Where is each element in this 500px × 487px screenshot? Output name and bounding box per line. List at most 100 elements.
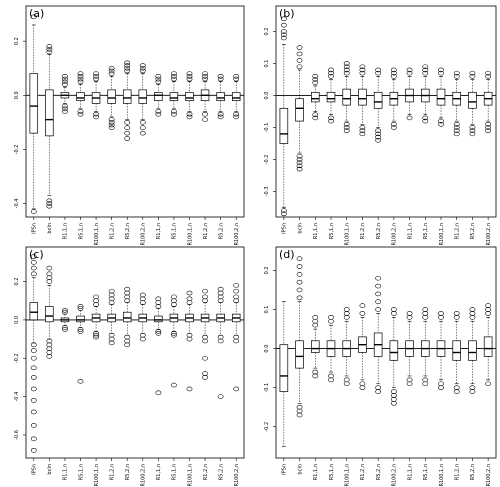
outlier-point: [343, 377, 350, 383]
outlier-point: [30, 375, 37, 380]
box-7: [389, 67, 399, 130]
box-rect: [311, 340, 320, 353]
outlier-point: [312, 322, 319, 328]
outlier-point: [124, 136, 131, 141]
outlier-point: [296, 295, 303, 301]
outlier-point: [343, 125, 350, 130]
category-label: R1,2,n: [109, 223, 115, 239]
box-5: [358, 64, 367, 137]
outlier-point: [438, 311, 444, 316]
outlier-point: [280, 211, 287, 217]
outlier-point: [30, 386, 37, 392]
outlier-point: [93, 294, 99, 300]
y-tick-label: -0.4: [14, 199, 20, 209]
category-label: R100,2,n: [486, 223, 492, 246]
outlier-point: [485, 311, 492, 316]
outlier-point: [469, 74, 476, 79]
box-1: [45, 265, 54, 359]
box-rect: [29, 302, 39, 321]
outlier-point: [46, 354, 53, 359]
category-label: R5,1,n: [78, 464, 84, 480]
category-label: R5,2,n: [470, 223, 476, 239]
category-label: R1,2,n: [203, 464, 209, 480]
box-9: [169, 294, 179, 388]
box-0: [29, 14, 39, 214]
outlier-point: [217, 76, 224, 82]
outlier-point: [312, 77, 319, 82]
outlier-point: [233, 283, 240, 288]
category-label: R100,2,n: [141, 223, 147, 246]
outlier-point: [280, 22, 287, 28]
outlier-point: [30, 342, 37, 348]
outlier-point: [62, 74, 68, 79]
category-label: IPSn: [282, 223, 288, 234]
outlier-point: [469, 125, 476, 130]
box-10: [436, 311, 446, 390]
outlier-point: [217, 298, 224, 304]
outlier-point: [328, 115, 334, 121]
outlier-point: [202, 117, 208, 122]
outlier-point: [186, 296, 193, 302]
category-label: R1,2,n: [109, 464, 115, 480]
box-13: [483, 70, 493, 133]
outlier-point: [233, 111, 240, 117]
y-tick-label: -0.3: [264, 187, 270, 197]
outlier-point: [296, 64, 303, 70]
outlier-point: [77, 306, 84, 311]
box-rect: [154, 315, 163, 323]
box-rect: [436, 88, 446, 106]
outlier-point: [359, 125, 366, 130]
outlier-point: [30, 254, 37, 259]
outlier-point: [453, 121, 460, 127]
outlier-point: [186, 332, 193, 338]
outlier-point: [124, 294, 131, 300]
outlier-point: [406, 311, 413, 316]
panel-label: (c): [29, 248, 44, 261]
outlier-point: [438, 70, 444, 76]
category-label: R1,2,n: [360, 464, 366, 480]
box-4: [342, 307, 351, 387]
box-0: [279, 16, 289, 217]
outlier-point: [30, 14, 37, 20]
outlier-point: [62, 327, 68, 332]
outlier-point: [108, 65, 115, 71]
outlier-point: [93, 302, 99, 307]
outlier-point: [124, 334, 131, 340]
outlier-point: [108, 300, 115, 305]
category-label: R100,2,n: [392, 223, 398, 246]
outlier-point: [453, 74, 460, 79]
box-1: [45, 44, 54, 209]
category-label: R5,1,n: [423, 223, 429, 239]
box-rect: [154, 92, 163, 102]
y-tick-label: -0.6: [14, 430, 20, 440]
outlier-point: [186, 290, 193, 296]
outlier-point: [155, 329, 162, 334]
outlier-point: [186, 336, 193, 342]
outlier-point: [469, 70, 476, 76]
outlier-point: [30, 265, 37, 271]
box-11: [452, 311, 461, 394]
outlier-point: [422, 118, 429, 124]
outlier-point: [485, 128, 492, 133]
outlier-point: [46, 350, 53, 355]
y-tick-label: 0.2: [14, 37, 20, 45]
y-tick-label: 0.0: [14, 316, 20, 324]
outlier-point: [124, 120, 131, 125]
category-label: R1,1,n: [63, 464, 69, 480]
outlier-point: [453, 385, 460, 390]
outlier-point: [233, 298, 240, 304]
outlier-point: [171, 331, 177, 336]
outlier-point: [312, 318, 319, 324]
outlier-point: [390, 307, 397, 312]
outlier-point: [171, 74, 177, 79]
outlier-point: [62, 109, 68, 114]
outlier-point: [312, 369, 319, 375]
outlier-point: [390, 125, 397, 130]
outlier-point: [155, 74, 162, 79]
outlier-point: [422, 307, 429, 312]
y-tick-label: 0.1: [264, 306, 270, 314]
outlier-point: [30, 348, 37, 353]
category-label: R1,2,n: [360, 223, 366, 239]
outlier-point: [171, 294, 177, 300]
outlier-point: [469, 307, 476, 312]
